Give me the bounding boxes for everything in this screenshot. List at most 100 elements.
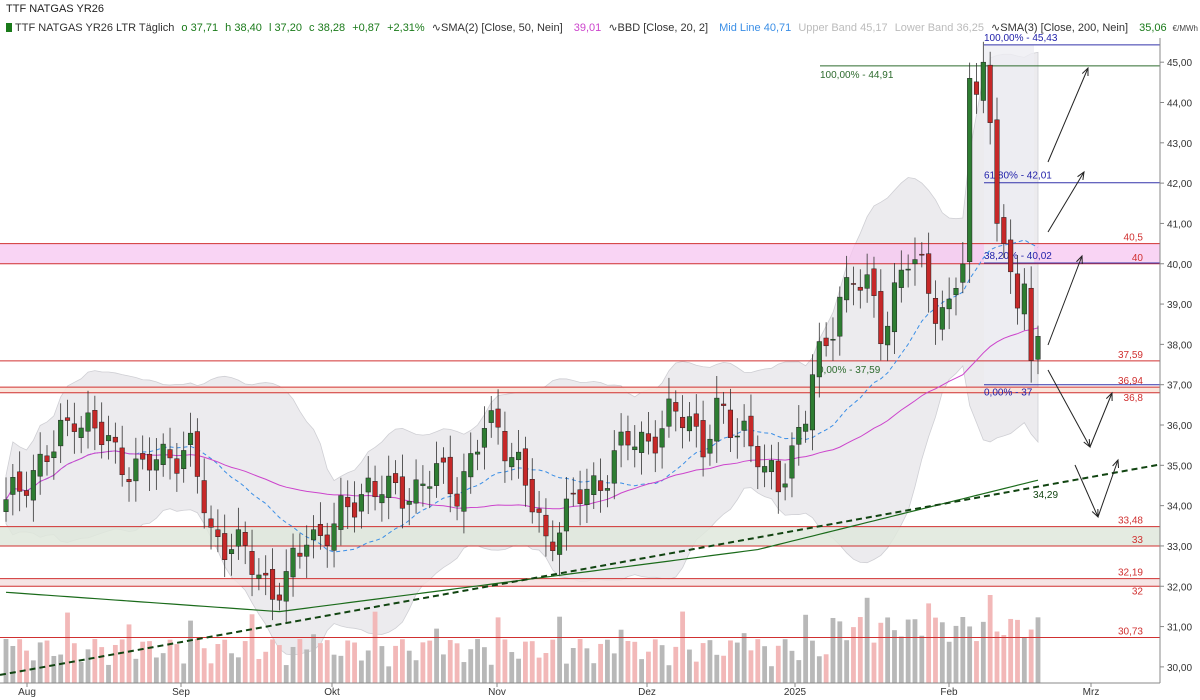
candle-body xyxy=(51,451,57,459)
candle-body xyxy=(522,448,528,486)
volume-bar xyxy=(605,639,610,683)
volume-bar xyxy=(919,635,925,683)
volume-bar xyxy=(1008,618,1014,683)
candle xyxy=(584,468,590,524)
candle-body xyxy=(632,446,638,451)
arrow-head xyxy=(1105,391,1113,402)
candle-body xyxy=(358,494,364,512)
candle-body xyxy=(598,480,604,491)
volume-bar xyxy=(892,630,897,683)
candle-body xyxy=(693,413,699,427)
candle xyxy=(598,458,604,513)
y-tick-label: 42,00 xyxy=(1167,179,1192,190)
candle xyxy=(1008,219,1014,294)
candle-body xyxy=(878,291,884,345)
candle-body xyxy=(447,456,453,495)
resistance-zone xyxy=(0,243,1160,264)
volume-bar xyxy=(748,650,754,683)
candle xyxy=(475,439,481,471)
candle-body xyxy=(659,428,665,448)
candle-body xyxy=(345,496,351,508)
candle xyxy=(782,463,788,501)
candle-body xyxy=(563,498,569,532)
volume-bar xyxy=(646,651,651,683)
candle-body xyxy=(809,374,816,431)
sma50-line xyxy=(5,327,1039,510)
candle xyxy=(440,447,446,484)
volume-bar xyxy=(680,611,686,683)
volume-bar xyxy=(3,639,9,683)
volume-bar xyxy=(946,641,952,683)
candle xyxy=(153,438,159,490)
candle xyxy=(23,471,30,508)
candle-body xyxy=(1001,217,1007,244)
volume-bar xyxy=(864,597,870,683)
volume-bar xyxy=(358,660,364,683)
candle-body xyxy=(960,263,966,283)
volume-bar xyxy=(516,658,521,683)
candle-body xyxy=(871,268,877,296)
candle-body xyxy=(37,453,43,477)
volume-bar xyxy=(222,639,228,683)
candle xyxy=(331,502,337,568)
volume-bar xyxy=(379,646,385,683)
volume-bar xyxy=(830,617,836,683)
volume-bar xyxy=(420,642,426,683)
candle-body xyxy=(208,518,214,528)
support-zone-upper xyxy=(0,387,1160,393)
level-label: 40 xyxy=(1132,253,1144,264)
candle xyxy=(126,467,132,502)
candle-body xyxy=(23,490,30,496)
y-tick-label: 40,00 xyxy=(1167,260,1192,271)
volume-bar xyxy=(215,644,221,683)
volume-bar xyxy=(810,640,815,683)
candle xyxy=(516,430,522,479)
candle xyxy=(926,232,932,313)
volume-bar xyxy=(933,617,938,683)
candle xyxy=(64,399,71,437)
candle xyxy=(187,412,194,467)
candle-body xyxy=(263,572,269,576)
candle-body xyxy=(885,325,891,346)
candle-body xyxy=(215,529,221,537)
candle xyxy=(529,458,535,524)
candle-body xyxy=(167,449,173,459)
candle-body xyxy=(891,282,898,333)
candle xyxy=(830,317,836,361)
candle-body xyxy=(393,473,399,484)
candle-body xyxy=(276,594,282,601)
candle xyxy=(92,395,98,451)
candle-body xyxy=(967,78,973,263)
candle xyxy=(447,435,453,513)
level-label: 30,73 xyxy=(1118,626,1143,637)
candle xyxy=(256,558,262,591)
candle-body xyxy=(365,477,371,493)
volume-bar xyxy=(317,643,323,683)
candle xyxy=(939,290,945,341)
level-label: 36,94 xyxy=(1118,376,1143,387)
volume-bar xyxy=(577,639,583,683)
x-tick-label: Okt xyxy=(324,687,340,698)
candle-body xyxy=(475,451,481,455)
volume-bar xyxy=(502,639,508,683)
candle-body xyxy=(324,534,330,546)
volume-bar xyxy=(564,663,569,683)
candle-body xyxy=(816,341,822,378)
candle-body xyxy=(119,447,125,476)
volume-bar xyxy=(406,650,412,683)
volume-bar xyxy=(229,653,234,683)
candle xyxy=(1028,266,1034,383)
volume-bar xyxy=(447,640,453,683)
candle xyxy=(290,533,296,597)
candle-body xyxy=(1008,239,1014,273)
volume-bar xyxy=(557,616,562,683)
x-tick-label: Sep xyxy=(172,687,190,698)
volume-bar xyxy=(324,640,330,683)
volume-bar xyxy=(495,617,501,683)
candle-body xyxy=(468,453,474,478)
candle-body xyxy=(550,541,556,551)
candle-body xyxy=(283,571,289,602)
volume-bar xyxy=(140,641,146,683)
fib-label: 0,00% - 37 xyxy=(984,388,1033,399)
